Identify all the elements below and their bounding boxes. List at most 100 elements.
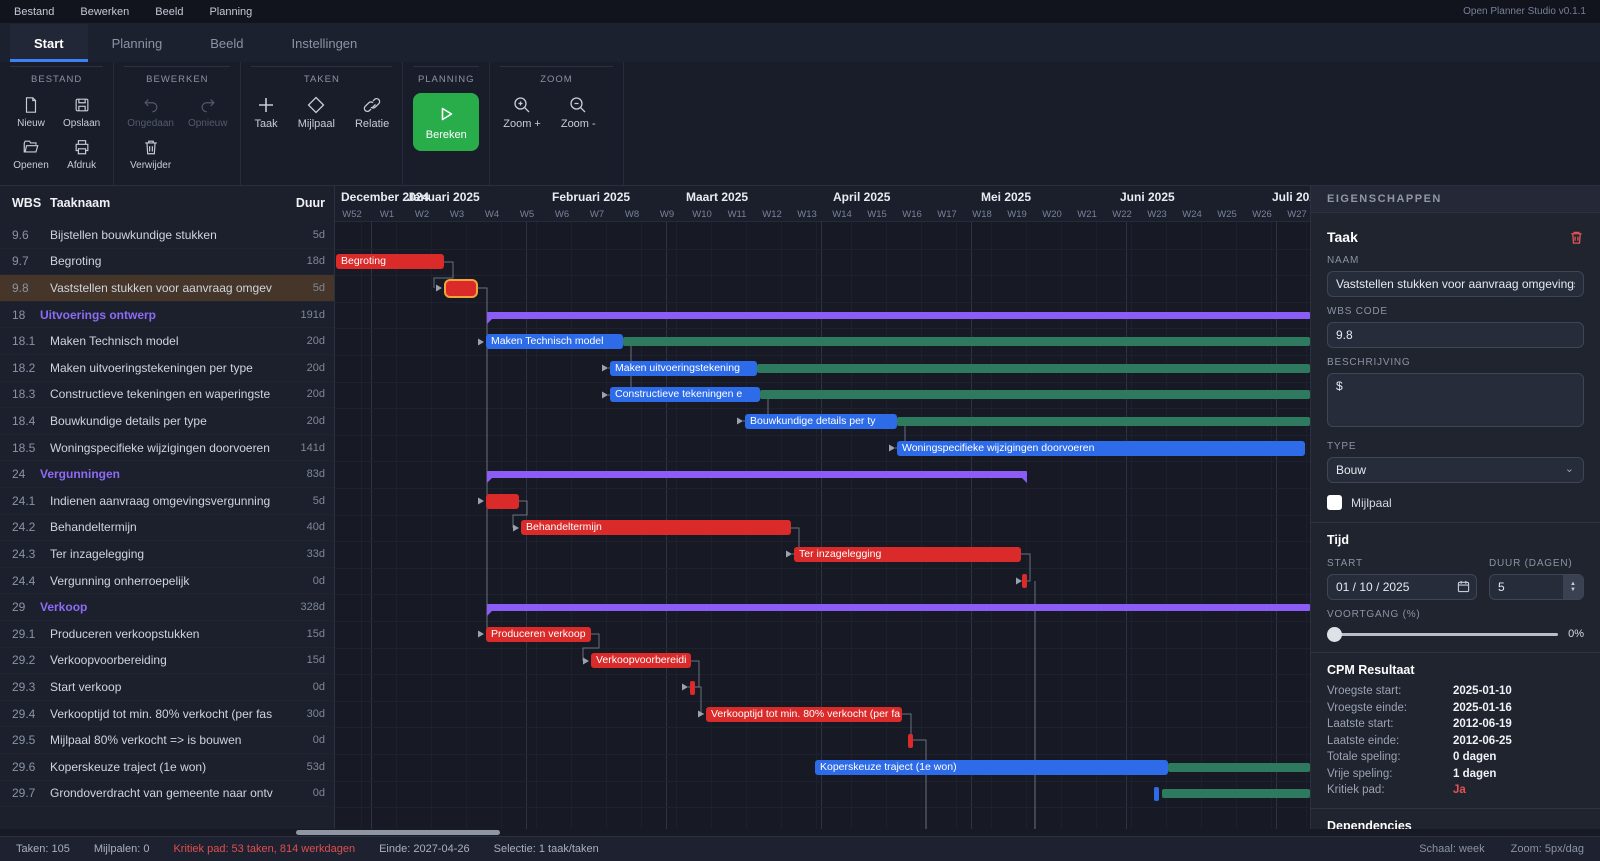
horizontal-scrollbar-thumb[interactable] [296, 830, 500, 835]
week-label: W19 [1007, 209, 1027, 220]
gantt-summary-bar[interactable] [487, 604, 1310, 617]
table-row-24[interactable]: 24 Vergunningen 83d [0, 461, 334, 488]
table-row-24.2[interactable]: 24.2 Behandeltermijn 40d [0, 515, 334, 542]
gantt-milestone[interactable] [1021, 574, 1027, 589]
cell-taaknaam: Uitvoerings ontwerp [40, 307, 157, 322]
table-row-9.7[interactable]: 9.7 Begroting 18d [0, 249, 334, 276]
gantt-milestone[interactable] [907, 733, 913, 748]
table-row-29.6[interactable]: 29.6 Koperskeuze traject (1e won) 53d [0, 754, 334, 781]
table-row-29.1[interactable]: 29.1 Produceren verkoopstukken 15d [0, 621, 334, 648]
gantt-bar[interactable]: Maken uitvoeringstekening [610, 360, 757, 376]
month-label: Juni 2025 [1120, 190, 1175, 204]
week-gridline [1306, 222, 1307, 829]
menu-beeld[interactable]: Beeld [155, 5, 184, 18]
gantt-bar[interactable]: Maken Technisch model [486, 334, 623, 350]
gantt-bar[interactable]: Bouwkundige details per ty [745, 414, 897, 429]
table-row-29.3[interactable]: 29.3 Start verkoop 0d [0, 674, 334, 701]
menu-planning[interactable]: Planning [209, 5, 253, 18]
table-row-18.2[interactable]: 18.2 Maken uitvoeringstekeningen per type… [0, 355, 334, 382]
bereken-button[interactable]: Bereken [413, 93, 480, 151]
gantt-bar[interactable]: Produceren verkoop [486, 626, 591, 642]
opslaan-button[interactable]: Opslaan [60, 93, 103, 131]
cpm-value: 2012-06-25 [1453, 734, 1512, 747]
description-textarea[interactable]: $ [1327, 373, 1584, 427]
gantt-bar[interactable]: Verkoopvoorbereidi [591, 653, 691, 669]
table-row-29[interactable]: 29 Verkoop 328d [0, 594, 334, 621]
gantt-summary-bar[interactable] [487, 311, 1310, 324]
diamond-icon [306, 95, 326, 115]
cell-duur: 20d [306, 361, 325, 374]
progress-slider-thumb[interactable] [1327, 626, 1342, 642]
month-gridline [821, 222, 822, 829]
cell-duur: 20d [306, 335, 325, 348]
cell-wbs: 24.4 [12, 573, 36, 588]
table-row-18.1[interactable]: 18.1 Maken Technisch model 20d [0, 328, 334, 355]
cpm-result-row: Totale speling: 0 dagen [1327, 751, 1584, 763]
table-row-18.5[interactable]: 18.5 Woningspecifieke wijzigingen doorvoe… [0, 435, 334, 462]
menu-bestand[interactable]: Bestand [14, 5, 55, 18]
relatie-button[interactable]: Relatie [352, 93, 392, 132]
open-folder-icon [21, 137, 41, 157]
gantt-bar[interactable] [486, 493, 519, 509]
zoom+-button[interactable]: Zoom + [500, 93, 544, 132]
table-row-29.7[interactable]: 29.7 Grondoverdracht van gemeente naar on… [0, 781, 334, 808]
table-row-29.2[interactable]: 29.2 Verkoopvoorbereiding 15d [0, 648, 334, 675]
afdruk-button[interactable]: Afdruk [64, 135, 99, 173]
table-row-9.6[interactable]: 9.6 Bijstellen bouwkundige stukken 5d [0, 222, 334, 249]
table-row-24.1[interactable]: 24.1 Indienen aanvraag omgevingsvergunnin… [0, 488, 334, 515]
gantt-bar[interactable]: Begroting [336, 254, 444, 270]
table-row-29.4[interactable]: 29.4 Verkooptijd tot min. 80% verkocht (p… [0, 701, 334, 728]
gantt-bar-selected[interactable] [444, 279, 478, 298]
gantt-milestone[interactable] [1153, 786, 1159, 801]
tab-instellingen[interactable]: Instellingen [291, 35, 358, 51]
gantt-bar[interactable]: Ter inzagelegging [794, 547, 1021, 562]
table-row-29.5[interactable]: 29.5 Mijlpaal 80% verkocht => is bouwen 0d [0, 727, 334, 754]
week-gridline [816, 222, 817, 829]
progress-slider[interactable] [1327, 626, 1559, 642]
table-row-24.4[interactable]: 24.4 Vergunning onherroepelijk 0d [0, 568, 334, 595]
verwijder-button[interactable]: Verwijder [127, 135, 174, 173]
nieuw-button[interactable]: Nieuw [14, 93, 48, 131]
mijlpaal-button[interactable]: Mijlpaal [295, 93, 338, 132]
cpm-value: 0 dagen [1453, 751, 1497, 763]
week-gridline [1026, 222, 1027, 829]
mijlpaal-checkbox[interactable] [1327, 495, 1342, 510]
cell-duur: 141d [300, 441, 325, 454]
table-row-18.4[interactable]: 18.4 Bouwkundige details per type 20d [0, 408, 334, 435]
gantt-bar[interactable]: Verkooptijd tot min. 80% verkocht (per f… [706, 706, 902, 722]
week-label: W13 [797, 209, 817, 220]
gantt-slack-bar [623, 337, 1310, 347]
gantt-summary-bar[interactable] [487, 471, 1027, 484]
gantt-bar[interactable]: Woningspecifieke wijzigingen doorvoeren [897, 440, 1305, 456]
gantt-bar[interactable]: Koperskeuze traject (1e won) [815, 759, 1168, 775]
task-name-input[interactable] [1327, 271, 1584, 297]
row-gridline [335, 355, 1310, 356]
zoom--button[interactable]: Zoom - [558, 93, 599, 132]
month-label: Maart 2025 [686, 190, 749, 204]
gantt-milestone[interactable] [689, 680, 695, 695]
duration-stepper[interactable]: ▲ ▼ [1563, 575, 1583, 599]
cell-duur: 53d [306, 760, 325, 773]
week-label: W23 [1147, 209, 1167, 220]
tab-start[interactable]: Start [10, 24, 88, 62]
cell-taaknaam: Vergunningen [40, 467, 121, 482]
menu-bewerken[interactable]: Bewerken [80, 5, 130, 18]
type-select[interactable]: Bouw ⌄ [1327, 457, 1584, 483]
table-row-18.3[interactable]: 18.3 Constructieve tekeningen en wapering… [0, 382, 334, 409]
table-row-9.8[interactable]: 9.8 Vaststellen stukken voor aanvraag omg… [0, 275, 334, 302]
cell-duur: 20d [306, 414, 325, 427]
tab-planning[interactable]: Planning [111, 35, 163, 51]
delete-task-icon[interactable] [1569, 230, 1584, 245]
table-row-24.3[interactable]: 24.3 Ter inzagelegging 33d [0, 541, 334, 568]
gantt-bar[interactable]: Behandeltermijn [521, 520, 791, 536]
taak-button[interactable]: Taak [251, 93, 280, 132]
wbs-code-input[interactable] [1327, 322, 1584, 348]
gantt-bar[interactable]: Constructieve tekeningen e [610, 387, 760, 403]
ribbon: BESTAND Nieuw Opslaan Openen Afdruk BEWERKEN O… [0, 62, 1600, 186]
tab-beeld[interactable]: Beeld [210, 35, 244, 51]
gantt-slack-bar [760, 390, 1310, 400]
table-row-18[interactable]: 18 Uitvoerings ontwerp 191d [0, 302, 334, 329]
cell-taaknaam: Verkoop [40, 600, 88, 615]
start-date-input[interactable] [1327, 574, 1477, 600]
openen-button[interactable]: Openen [10, 135, 52, 173]
